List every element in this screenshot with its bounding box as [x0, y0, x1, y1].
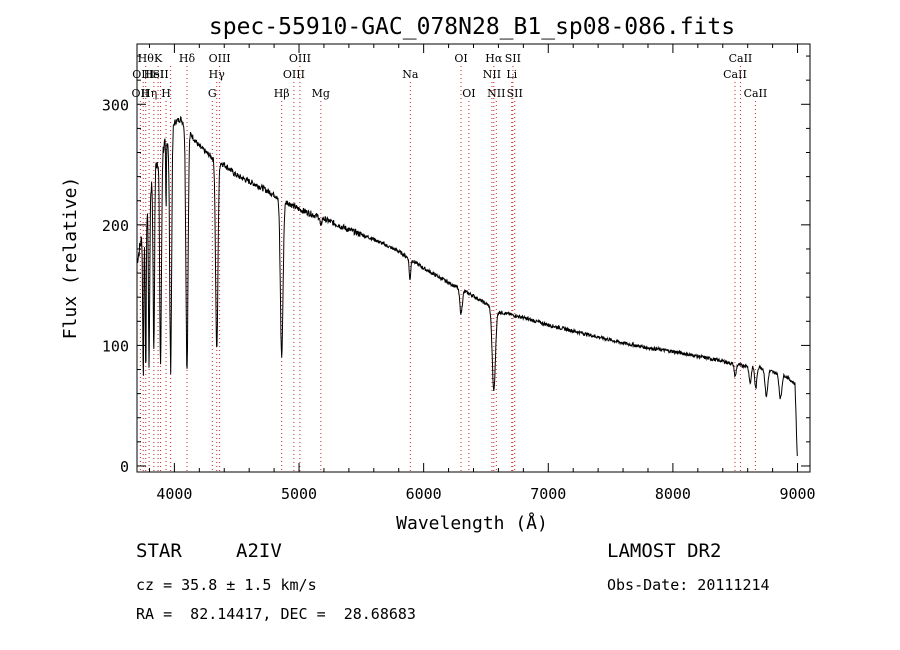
obs-date: Obs-Date: 20111214 [607, 576, 770, 594]
y-tick-label: 0 [120, 458, 129, 476]
x-tick-label: 7000 [530, 485, 566, 503]
survey-name: LAMOST DR2 [607, 540, 722, 562]
line-marker-label: NII [487, 87, 505, 100]
line-marker-label: CaII [744, 87, 768, 100]
y-axis-label: Flux (relative) [60, 177, 81, 340]
y-tick-label: 100 [102, 337, 129, 355]
line-marker-label: Hθ [138, 52, 155, 65]
line-marker-label: OIII [209, 52, 231, 65]
line-marker-label: Mg [312, 87, 330, 100]
line-marker-label: G [208, 87, 217, 100]
line-marker-label: CaII [729, 52, 753, 65]
line-marker-label: SII [152, 68, 168, 81]
x-tick-label: 8000 [655, 485, 691, 503]
x-tick-label: 9000 [779, 485, 815, 503]
y-tick-label: 200 [102, 217, 129, 235]
line-marker-label: SII [505, 52, 521, 65]
line-marker-label: OII [132, 87, 150, 100]
y-axis: 0 100 200 300 [102, 55, 810, 476]
line-marker-label: CaII [723, 68, 747, 81]
line-marker-label: OIII [283, 68, 305, 81]
line-marker-label: Li [506, 68, 517, 81]
line-markers: OII OIII Hθ Hη HeI K SII H Hδ G Hγ OIII Hβ OIII OIII Mg… [132, 52, 768, 472]
x-tick-label: 4000 [156, 485, 192, 503]
x-tick-label: 5000 [281, 485, 317, 503]
line-marker-label: NII [483, 68, 501, 81]
plot-frame [136, 43, 811, 473]
spectrum-line [136, 115, 798, 457]
line-marker-label: HeI [144, 68, 164, 81]
line-marker-label: Hδ [179, 52, 196, 65]
line-marker-label: Hα [485, 52, 503, 65]
line-marker-label: Hγ [209, 68, 226, 81]
line-marker-label: Hη [141, 87, 157, 100]
object-class: STAR [136, 540, 182, 562]
coordinates: RA = 82.14417, DEC = 28.68683 [136, 605, 416, 623]
redshift-info: cz = 35.8 ± 1.5 km/s [136, 576, 317, 594]
x-axis-label: Wavelength (Å) [396, 512, 548, 534]
line-marker-label: Na [402, 68, 419, 81]
chart-title: spec-55910-GAC_078N28_B1_sp08-086.fits [209, 14, 735, 40]
line-marker-label: SII [507, 87, 523, 100]
y-tick-label: 300 [102, 96, 129, 114]
x-tick-label: 6000 [406, 485, 442, 503]
line-marker-label: K [154, 52, 163, 65]
line-marker-label: OIII [132, 68, 154, 81]
line-marker-label: Hβ [274, 87, 290, 100]
line-marker-label: OI [454, 52, 467, 65]
line-marker-label: H [161, 87, 171, 100]
subclass: A2IV [236, 540, 282, 562]
line-marker-label: OI [462, 87, 475, 100]
x-axis: 4000 5000 6000 7000 8000 9000 [148, 44, 816, 503]
line-marker-label: OIII [289, 52, 311, 65]
